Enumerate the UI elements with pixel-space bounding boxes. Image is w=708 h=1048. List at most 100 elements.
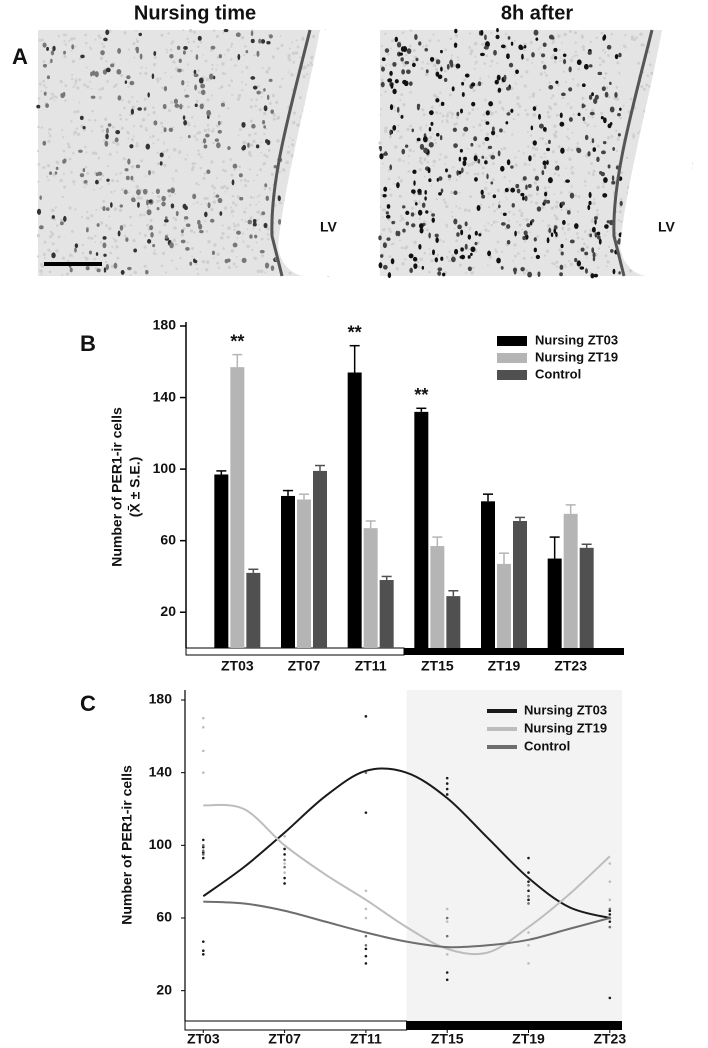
texture <box>143 245 147 249</box>
texture <box>165 48 168 51</box>
texture <box>172 126 175 129</box>
nucleus <box>602 193 608 198</box>
texture <box>581 96 585 100</box>
nucleus <box>588 64 593 68</box>
texture <box>513 39 516 42</box>
texture <box>278 170 281 173</box>
texture <box>405 54 408 57</box>
texture <box>139 72 142 75</box>
texture <box>544 156 547 158</box>
texture <box>167 108 172 113</box>
texture <box>481 166 485 170</box>
texture <box>165 148 169 152</box>
nucleus <box>389 164 393 171</box>
texture <box>589 40 592 44</box>
x-tick-label: ZT19 <box>512 1031 545 1047</box>
nucleus <box>474 177 478 182</box>
texture <box>292 111 296 115</box>
y-tick-label: 180 <box>153 317 177 333</box>
texture <box>93 257 96 261</box>
texture <box>606 230 609 233</box>
data-point <box>364 907 368 911</box>
nucleus <box>149 225 154 231</box>
nucleus <box>169 242 174 249</box>
bar <box>246 572 261 648</box>
texture <box>424 72 429 77</box>
texture <box>382 162 385 165</box>
texture <box>577 195 581 199</box>
texture <box>481 42 485 46</box>
texture <box>444 201 447 205</box>
nucleus <box>453 42 458 48</box>
nucleus <box>200 89 206 96</box>
nucleus <box>548 139 551 145</box>
texture <box>415 140 419 144</box>
texture <box>154 253 158 256</box>
nucleus <box>82 126 86 130</box>
texture <box>562 70 565 73</box>
nucleus <box>36 104 41 109</box>
nucleus <box>147 92 150 98</box>
texture <box>188 29 193 33</box>
texture <box>205 196 209 200</box>
bar <box>281 495 295 648</box>
data-point <box>201 716 205 720</box>
texture <box>175 267 178 271</box>
texture <box>199 166 203 170</box>
texture <box>40 90 43 92</box>
texture <box>217 115 221 118</box>
nucleus <box>540 53 546 58</box>
texture <box>399 219 402 222</box>
texture <box>577 250 580 253</box>
texture <box>458 207 461 210</box>
texture <box>90 236 94 240</box>
nucleus <box>262 120 266 125</box>
texture <box>207 240 211 244</box>
nucleus <box>182 203 187 209</box>
nucleus <box>535 254 541 260</box>
nucleus <box>392 88 397 95</box>
nucleus <box>440 101 445 107</box>
texture <box>481 82 484 85</box>
texture <box>483 62 486 65</box>
texture <box>428 174 431 177</box>
texture <box>545 74 548 77</box>
nucleus <box>561 201 565 206</box>
nucleus <box>277 195 281 202</box>
nucleus <box>117 48 122 54</box>
texture <box>484 228 488 232</box>
nucleus <box>503 74 507 81</box>
texture <box>560 208 563 211</box>
nucleus <box>227 146 231 150</box>
texture <box>46 175 49 178</box>
nucleus <box>43 91 47 96</box>
nucleus <box>265 139 269 144</box>
texture <box>145 127 148 129</box>
texture <box>513 73 516 76</box>
texture <box>163 223 167 227</box>
texture <box>226 235 230 239</box>
texture <box>145 106 148 109</box>
nucleus <box>548 34 554 40</box>
nucleus <box>214 138 219 142</box>
nucleus <box>435 237 439 244</box>
nucleus <box>498 204 501 209</box>
texture <box>553 172 557 176</box>
y-tick-label: 100 <box>153 460 177 476</box>
texture <box>647 50 651 54</box>
texture <box>213 257 215 259</box>
texture <box>428 247 431 250</box>
nucleus <box>512 267 518 273</box>
texture <box>232 222 236 225</box>
texture <box>529 96 531 99</box>
texture <box>236 223 240 227</box>
texture <box>61 274 64 277</box>
nucleus <box>411 189 416 194</box>
texture <box>451 215 454 218</box>
texture <box>409 29 413 32</box>
x-tick-label: ZT23 <box>593 1031 626 1047</box>
nucleus <box>63 215 67 222</box>
texture <box>73 180 76 183</box>
texture <box>244 220 247 223</box>
texture <box>496 240 500 244</box>
